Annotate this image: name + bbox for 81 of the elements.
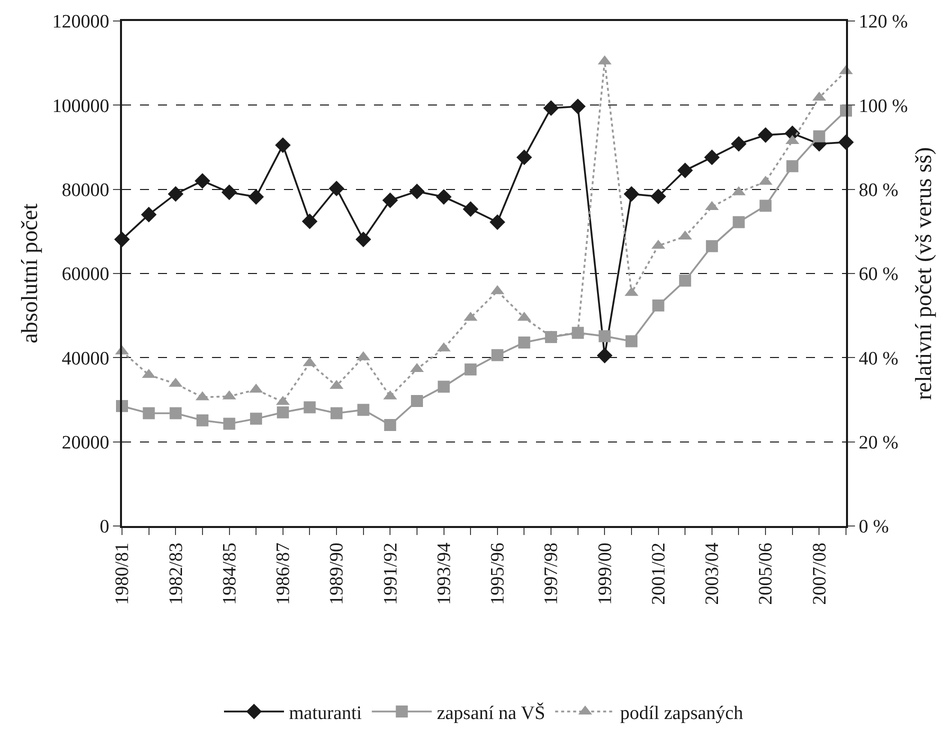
- point: [142, 407, 155, 420]
- y-axis-title: absolutní počet: [17, 202, 42, 344]
- point: [730, 136, 747, 152]
- point: [516, 150, 532, 166]
- x-tick-label: 1989/90: [326, 542, 348, 605]
- x-tick-label: 1991/92: [380, 542, 402, 605]
- y-tick-label: 80000: [62, 180, 110, 201]
- point: [330, 407, 343, 420]
- point: [410, 395, 423, 408]
- point: [650, 188, 666, 204]
- legend-label: maturanti: [289, 702, 362, 724]
- point: [462, 201, 478, 217]
- point: [304, 401, 316, 414]
- point: [570, 98, 586, 114]
- point: [464, 363, 477, 376]
- y-tick-label: 0: [100, 516, 110, 538]
- point: [328, 180, 344, 196]
- point: [625, 335, 638, 348]
- point: [679, 274, 692, 287]
- point: [196, 414, 208, 426]
- y-tick-label: 60000: [62, 264, 110, 286]
- y2-axis-title: relativní počet (vš verus sš): [911, 147, 936, 400]
- point: [223, 418, 236, 430]
- point: [706, 240, 718, 252]
- point: [760, 200, 772, 212]
- point: [652, 299, 664, 312]
- x-tick-label: 1993/94: [434, 542, 455, 605]
- point: [518, 336, 530, 349]
- point: [677, 162, 693, 178]
- y2-tick-label: 20 %: [858, 432, 899, 454]
- x-tick-label: 1986/87: [273, 542, 294, 605]
- y2-tick-label: 60 %: [858, 264, 899, 286]
- point: [384, 419, 396, 431]
- x-tick-label: 2001/02: [648, 542, 670, 605]
- point: [248, 189, 264, 205]
- y-tick-label: 40000: [62, 348, 110, 370]
- y2-tick-label: 100 %: [858, 96, 908, 117]
- point: [356, 232, 372, 248]
- point: [170, 407, 182, 420]
- x-tick-label: 1984/85: [219, 542, 240, 605]
- point: [490, 214, 506, 230]
- point: [813, 130, 826, 142]
- point: [250, 412, 262, 425]
- y2-tick-label: 120 %: [858, 12, 908, 33]
- point: [141, 206, 157, 222]
- point: [543, 100, 559, 116]
- x-tick-label: 2007/08: [809, 542, 830, 605]
- y-tick-label: 20000: [62, 432, 110, 454]
- legend-label: zapsaní na VŠ: [436, 702, 546, 724]
- x-tick-label: 1997/98: [541, 542, 562, 605]
- point: [596, 348, 612, 364]
- point: [704, 150, 720, 166]
- y-tick-label: 120000: [52, 12, 110, 33]
- point: [276, 406, 289, 418]
- y2-tick-label: 40 %: [858, 348, 899, 370]
- point: [194, 173, 210, 189]
- point: [302, 214, 318, 230]
- point: [436, 189, 452, 205]
- y-tick-label: 100000: [52, 96, 110, 117]
- point: [221, 184, 238, 200]
- point: [758, 127, 774, 143]
- x-tick-label: 1980/81: [112, 542, 134, 605]
- x-tick-label: 1982/83: [166, 542, 187, 605]
- point: [382, 192, 398, 208]
- point: [491, 349, 504, 362]
- point: [624, 186, 640, 202]
- x-tick-label: 1999/00: [594, 542, 616, 605]
- y2-tick-label: 80 %: [858, 180, 899, 201]
- point: [786, 160, 798, 172]
- point: [357, 404, 370, 416]
- point: [409, 184, 425, 200]
- point: [275, 137, 291, 153]
- y2-tick-label: 0 %: [858, 516, 890, 538]
- x-tick-label: 1995/96: [488, 542, 509, 605]
- x-tick-label: 2005/06: [756, 542, 777, 605]
- x-tick-label: 2003/04: [702, 542, 724, 605]
- point: [438, 380, 450, 393]
- point: [732, 216, 745, 228]
- legend-label: podíl zapsaných: [620, 702, 744, 724]
- point: [598, 330, 611, 342]
- point: [168, 186, 184, 202]
